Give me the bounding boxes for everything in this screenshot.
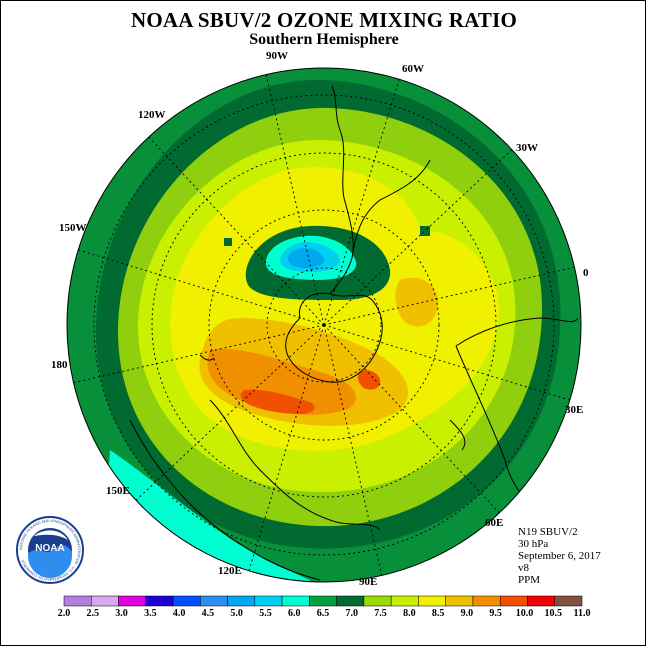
colorbar-swatch: [499, 595, 528, 607]
lon-label-150w: 150W: [59, 222, 87, 234]
lon-label-90e: 90E: [359, 576, 378, 588]
ozone-contour-spot2: [420, 226, 430, 236]
ozone-contour-r9b: [395, 277, 439, 327]
lon-label-60w: 60W: [402, 63, 424, 75]
colorbar-swatch: [527, 595, 555, 607]
colorbar-tick-label: 3.0: [115, 608, 128, 619]
lon-label-120e: 120E: [218, 565, 242, 577]
colorbar-tick-label: 5.5: [259, 608, 272, 619]
colorbar-swatch: [91, 595, 119, 607]
colorbar-tick-label: 3.5: [144, 608, 157, 619]
colorbar: [63, 595, 583, 607]
info-level: 30 hPa: [518, 538, 549, 550]
ozone-contour-spot1: [224, 238, 232, 246]
colorbar-tick-label: 11.0: [573, 608, 591, 619]
colorbar-tick-label: 6.5: [316, 608, 330, 619]
colorbar-tick-label: 8.5: [431, 608, 445, 619]
colorbar-swatch: [172, 595, 201, 607]
colorbar-swatch: [227, 595, 256, 607]
colorbar-tick-label: 8.0: [403, 608, 416, 619]
colorbar-tick-label: 4.0: [172, 608, 186, 619]
colorbar-tick-label: 9.0: [460, 608, 474, 619]
colorbar-swatch: [63, 595, 92, 607]
ozone-contour-r10b: [357, 370, 381, 390]
colorbar-swatch: [390, 595, 419, 607]
graticule: [73, 74, 575, 576]
colorbar-swatch: [254, 595, 283, 607]
logo-text: NOAA: [35, 543, 64, 554]
lon-label-120w: 120W: [138, 109, 166, 121]
lon-label-30w: 30W: [516, 142, 538, 154]
colorbar-tick-label: 7.5: [374, 608, 387, 619]
colorbar-tick-label: 10.5: [544, 608, 562, 619]
colorbar-tick-label: 2.5: [86, 608, 100, 619]
colorbar-tick-label: 5.0: [230, 608, 243, 619]
colorbar-swatch: [118, 595, 147, 607]
colorbar-tick-label: 6.0: [287, 608, 301, 619]
colorbar-tick-label: 10.0: [515, 608, 534, 619]
colorbar-swatch: [363, 595, 392, 607]
info-block: N19 SBUV/2 30 hPa September 6, 2017 v8 P…: [518, 526, 601, 586]
colorbar-swatch: [200, 595, 228, 607]
map-boundary: [66, 67, 582, 583]
colorbar-tick-label: 2.0: [57, 608, 71, 619]
info-version: v8: [518, 562, 529, 574]
ozone-contour-r10: [240, 389, 315, 414]
colorbar-swatch: [281, 595, 310, 607]
lon-label-30e: 30E: [565, 404, 584, 416]
colorbar-swatch: [472, 595, 501, 607]
lon-label-0: 0: [583, 267, 589, 279]
map-title: NOAA SBUV/2 OZONE MIXING RATIO: [131, 8, 517, 32]
colorbar-swatch: [309, 595, 337, 607]
lon-label-180: 180: [51, 359, 68, 371]
colorbar-swatch: [145, 595, 174, 607]
info-date: September 6, 2017: [518, 550, 601, 562]
info-units: PPM: [518, 574, 541, 586]
ozone-contour-low5: [288, 248, 324, 268]
colorbar-swatch: [445, 595, 474, 607]
colorbar-tick-label: 7.0: [345, 608, 359, 619]
colorbar-swatch: [418, 595, 446, 607]
map-subtitle: Southern Hemisphere: [249, 31, 399, 48]
continent-outlines: [129, 85, 579, 581]
colorbar-swatch: [336, 595, 365, 607]
lon-label-150e: 150E: [106, 485, 130, 497]
noaa-logo: NOAA NATIONAL OCEANIC AND ATMOSPHERIC AD…: [16, 516, 84, 584]
colorbar-swatch: [554, 595, 583, 607]
info-satellite: N19 SBUV/2: [518, 526, 578, 538]
colorbar-tick-label: 9.5: [489, 608, 502, 619]
colorbar-tick-label: 4.5: [201, 608, 215, 619]
lon-label-60e: 60E: [485, 517, 504, 529]
lon-label-90w: 90W: [266, 50, 288, 62]
